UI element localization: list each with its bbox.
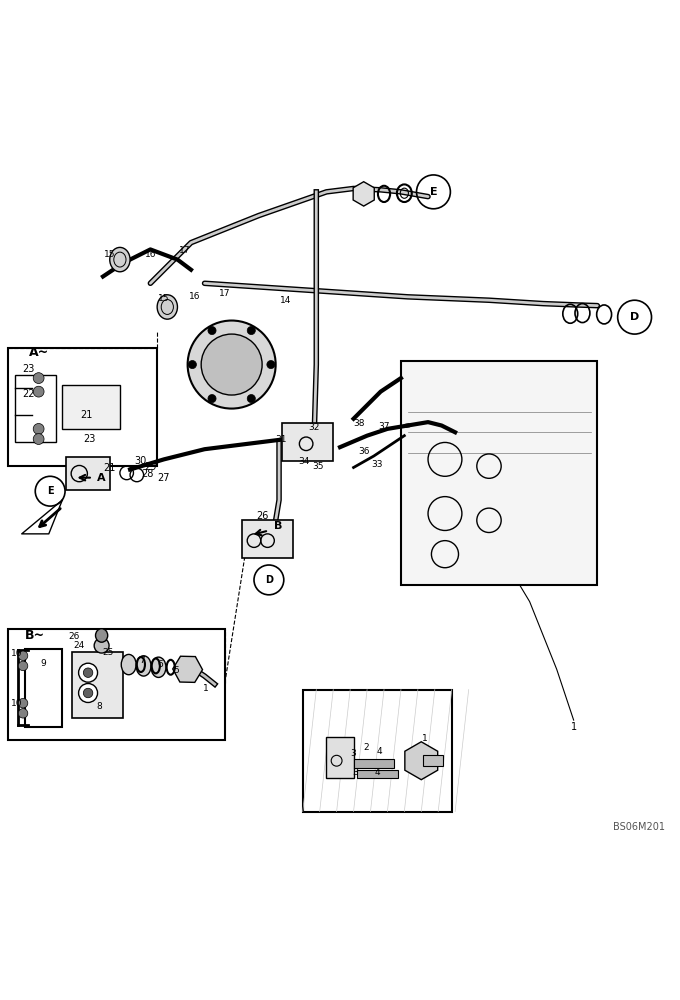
Text: E: E: [47, 486, 54, 496]
Text: 29: 29: [144, 462, 156, 472]
Text: 36: 36: [358, 447, 369, 456]
Circle shape: [18, 698, 28, 708]
FancyBboxPatch shape: [303, 690, 452, 812]
FancyBboxPatch shape: [423, 755, 443, 766]
Text: BS06M201: BS06M201: [613, 822, 665, 832]
Text: 21: 21: [80, 410, 92, 420]
Text: 32: 32: [309, 423, 320, 432]
Circle shape: [79, 663, 97, 682]
Circle shape: [33, 386, 44, 397]
Circle shape: [248, 326, 256, 335]
Text: D: D: [630, 312, 639, 322]
Ellipse shape: [121, 654, 136, 675]
Polygon shape: [22, 500, 63, 534]
Text: 34: 34: [299, 457, 310, 466]
FancyBboxPatch shape: [8, 629, 225, 740]
Ellipse shape: [354, 186, 373, 201]
Circle shape: [18, 651, 28, 661]
Circle shape: [84, 688, 92, 698]
Text: 17: 17: [219, 289, 231, 298]
Text: 7: 7: [139, 656, 145, 665]
Circle shape: [208, 326, 216, 335]
Text: 3: 3: [352, 768, 358, 777]
Text: 1: 1: [571, 722, 577, 732]
Text: 16: 16: [145, 250, 156, 259]
Circle shape: [33, 373, 44, 384]
Text: 3: 3: [351, 749, 356, 758]
Circle shape: [201, 334, 262, 395]
Text: 21: 21: [103, 463, 116, 473]
Text: 2: 2: [363, 743, 369, 752]
Text: 17: 17: [178, 246, 190, 255]
Text: 15: 15: [158, 294, 170, 303]
Text: 25: 25: [103, 648, 114, 657]
Text: B~: B~: [25, 629, 45, 642]
Text: 1: 1: [203, 684, 209, 693]
Circle shape: [79, 684, 97, 702]
Text: 23: 23: [83, 434, 96, 444]
Text: 16: 16: [188, 292, 200, 301]
FancyBboxPatch shape: [73, 652, 123, 718]
Text: 9: 9: [41, 659, 46, 668]
Circle shape: [208, 395, 216, 403]
FancyBboxPatch shape: [66, 457, 109, 490]
FancyBboxPatch shape: [357, 770, 398, 778]
Circle shape: [248, 395, 256, 403]
Ellipse shape: [94, 638, 109, 653]
Text: 6: 6: [158, 660, 163, 669]
Ellipse shape: [136, 656, 151, 676]
Circle shape: [18, 661, 28, 671]
Text: 4: 4: [377, 747, 382, 756]
Text: 10: 10: [10, 699, 22, 708]
Circle shape: [267, 360, 275, 369]
Text: A~: A~: [29, 346, 49, 359]
Text: 22: 22: [22, 389, 35, 399]
Ellipse shape: [95, 629, 107, 642]
FancyBboxPatch shape: [326, 737, 354, 778]
Circle shape: [84, 668, 92, 677]
Text: 15: 15: [104, 250, 116, 259]
Text: 27: 27: [158, 473, 170, 483]
Text: 23: 23: [22, 364, 35, 374]
Text: 33: 33: [371, 460, 383, 469]
Text: E: E: [430, 187, 437, 197]
FancyBboxPatch shape: [401, 361, 597, 585]
Text: 26: 26: [69, 632, 80, 641]
Text: 10: 10: [10, 649, 22, 658]
Circle shape: [33, 434, 44, 444]
Text: 26: 26: [256, 511, 269, 521]
Text: 38: 38: [353, 419, 364, 428]
Circle shape: [188, 360, 197, 369]
Ellipse shape: [157, 295, 177, 319]
Text: 37: 37: [378, 422, 390, 431]
Text: 24: 24: [73, 641, 84, 650]
FancyBboxPatch shape: [8, 348, 157, 466]
Circle shape: [33, 423, 44, 434]
Text: 14: 14: [280, 296, 292, 305]
Text: 28: 28: [141, 469, 153, 479]
Text: B: B: [273, 521, 282, 531]
Circle shape: [188, 321, 275, 409]
Text: D: D: [265, 575, 273, 585]
Text: 30: 30: [134, 456, 146, 466]
Ellipse shape: [151, 657, 166, 677]
FancyBboxPatch shape: [242, 520, 292, 558]
Text: 35: 35: [312, 462, 324, 471]
Ellipse shape: [109, 247, 130, 272]
Circle shape: [18, 709, 28, 718]
Text: 5: 5: [173, 666, 179, 675]
Text: 1: 1: [422, 734, 428, 743]
FancyBboxPatch shape: [282, 423, 333, 461]
Text: 31: 31: [275, 435, 287, 444]
FancyBboxPatch shape: [354, 759, 394, 768]
FancyBboxPatch shape: [63, 385, 120, 429]
Text: A: A: [97, 473, 106, 483]
Text: 8: 8: [97, 702, 103, 711]
Text: 4: 4: [375, 768, 380, 777]
